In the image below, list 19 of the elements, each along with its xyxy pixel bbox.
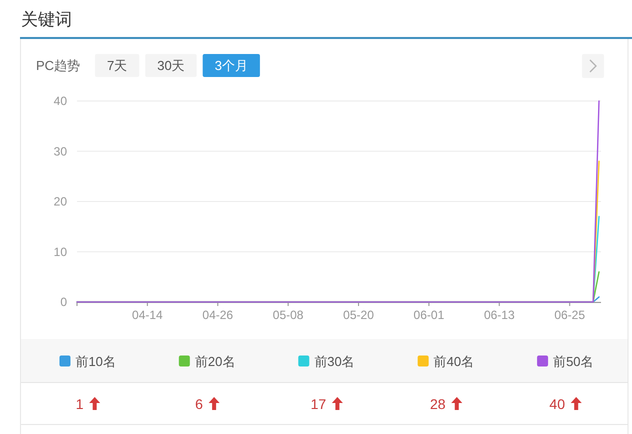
x-tick-label: 06-13	[484, 308, 515, 322]
subtitle: PC趋势	[36, 58, 80, 73]
title: 关键词	[21, 10, 72, 29]
x-tick-label: 06-01	[414, 308, 445, 322]
y-tick-label: 0	[60, 295, 68, 309]
legend-label: 前40名	[434, 354, 474, 369]
x-tick-label: 06-25	[554, 308, 586, 322]
y-tick-label: 30	[54, 144, 68, 158]
x-tick-label: 04-14	[132, 308, 164, 322]
y-tick-label: 10	[54, 244, 68, 259]
legend-label: 前10名	[75, 354, 116, 369]
y-tick-label: 40	[54, 94, 68, 108]
x-tick-label: 05-08	[272, 308, 304, 322]
legend-label: 前50名	[553, 354, 594, 369]
legend-label: 前30名	[314, 354, 355, 369]
x-tick-label: 05-20	[343, 308, 374, 322]
legend-label: 前20名	[194, 354, 236, 369]
x-tick-label: 04-26	[202, 308, 234, 322]
y-tick-label: 20	[54, 194, 68, 208]
